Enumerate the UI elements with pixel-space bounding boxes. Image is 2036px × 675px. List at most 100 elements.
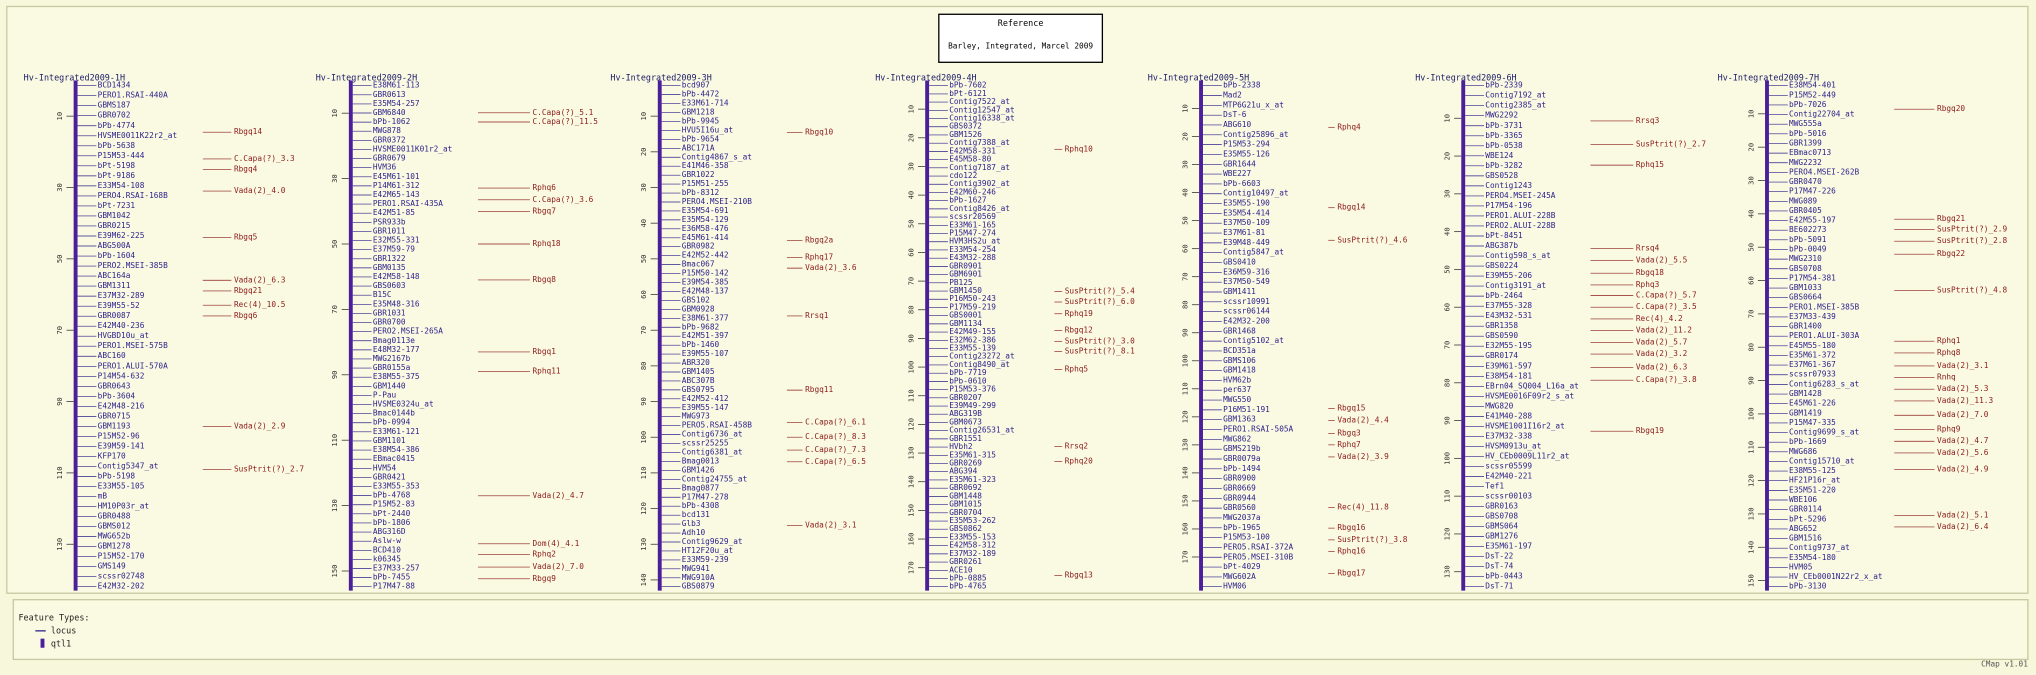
locus-label: E39M49-299	[949, 401, 996, 410]
locus-label: PERO1.MSEI-575B	[98, 341, 168, 350]
axis-tick-label: 70	[1746, 310, 1755, 319]
qtl-label: Rbgq19	[1636, 426, 1664, 435]
axis-tick-label: 50	[639, 255, 648, 264]
locus-label: E35M54-691	[682, 206, 729, 215]
axis-tick-label: 110	[907, 389, 916, 402]
qtl-label: Vada(2)_11.2	[1636, 326, 1692, 335]
locus-label: HVM3HS2u_at	[949, 237, 1000, 246]
locus-label: E38M54-386	[373, 445, 420, 454]
locus-label: GBM0928	[682, 304, 715, 313]
locus-label: GBS102	[682, 295, 710, 304]
locus-label: scssr00103	[1485, 492, 1532, 501]
qtl-label: Rbgq12	[1065, 326, 1093, 335]
locus-label: WBE124	[1485, 151, 1513, 160]
locus-label: DsT-6	[1223, 110, 1247, 119]
locus-label: E42M55-197	[1789, 216, 1836, 225]
axis-tick-label: 30	[639, 183, 648, 192]
axis-tick-label: 20	[907, 134, 916, 143]
locus-label: GBR1551	[949, 434, 982, 443]
locus-label: Contig3902_at	[949, 179, 1010, 188]
locus-label: GBS0603	[373, 281, 406, 290]
map-bar	[657, 80, 662, 591]
qtl-label: Rec(4)_4.2	[1636, 314, 1683, 323]
axis-tick-label: 90	[639, 397, 648, 406]
axis-tick-label: 50	[330, 240, 339, 249]
locus-label: MWG555a	[1789, 119, 1822, 128]
locus-label: E39M62-225	[98, 231, 145, 240]
locus-label: HVSME1001I16r2_at	[1485, 421, 1564, 430]
locus-label: Contig22704_at	[1789, 110, 1854, 119]
map-panel	[6, 5, 2029, 594]
axis-tick-label: 50	[1746, 243, 1755, 252]
locus-label: E37M50-109	[1223, 218, 1270, 227]
locus-label: E35M54-129	[682, 215, 729, 224]
axis-tick-label: 10	[639, 112, 648, 121]
qtl-label: Vada(2)_4.4	[1337, 415, 1389, 424]
locus-label: GBR0700	[373, 318, 406, 327]
locus-label: GBS0879	[682, 582, 715, 591]
locus-label: PERO1.ALUI-570A	[98, 361, 168, 370]
qtl-label: Rphq1	[1937, 336, 1961, 345]
locus-label: GBS0410	[1223, 258, 1256, 267]
axis-tick-label: 150	[907, 504, 916, 517]
locus-label: GBM1278	[98, 542, 131, 551]
axis-tick-label: 110	[1746, 441, 1755, 454]
locus-label: ABC307B	[682, 376, 715, 385]
locus-label: E35M61-372	[1789, 350, 1836, 359]
qtl-label: Rbgq9	[533, 574, 557, 583]
axis-tick-label: 160	[907, 533, 916, 546]
axis-tick-label: 20	[1180, 132, 1189, 141]
axis-tick-label: 130	[907, 447, 916, 460]
locus-label: MTP6G21u_x_at	[1223, 100, 1284, 109]
qtl-label: Vada(2)_4.0	[234, 186, 286, 195]
locus-label: WBE227	[1223, 169, 1251, 178]
locus-label: E38M55-125	[1789, 466, 1836, 475]
locus-label: E43M32-288	[949, 253, 996, 262]
qtl-label: Rbgq10	[805, 128, 833, 137]
locus-label: E35M54-257	[373, 99, 420, 108]
axis-tick-label: 90	[55, 397, 64, 406]
locus-label: B15C	[373, 290, 392, 299]
locus-label: BCD351a	[1223, 346, 1256, 355]
map-title: Hv-Integrated2009-2H	[316, 72, 417, 82]
qtl-label: SusPtrit(?)_8.1	[1065, 346, 1135, 355]
map-bar	[348, 80, 353, 591]
locus-label: BE602273	[1789, 225, 1827, 234]
locus-label: PERO2.ALUI-228B	[1485, 221, 1555, 230]
qtl-label: Rbgq5	[234, 232, 258, 241]
locus-label: GBM1042	[98, 211, 131, 220]
qtl-label: Rphq4	[1337, 122, 1361, 131]
locus-label: E37M59-79	[373, 245, 415, 254]
axis-tick-label: 80	[1443, 378, 1452, 387]
locus-label: E38M61-113	[373, 81, 420, 90]
locus-label: per637	[1223, 385, 1251, 394]
locus-label: E42M58-148	[373, 272, 420, 281]
locus-label: E33M61-165	[949, 220, 996, 229]
locus-label: E33M61-714	[682, 99, 729, 108]
locus-label: ABG500A	[98, 241, 131, 250]
axis-tick-label: 10	[330, 109, 339, 118]
locus-label: bcd907	[682, 81, 710, 90]
axis-tick-label: 70	[639, 326, 648, 335]
locus-label: GBS0708	[1789, 264, 1822, 273]
locus-label: HVM36	[373, 163, 397, 172]
map-title: Hv-Integrated2009-5H	[1148, 72, 1249, 82]
qtl-label: Vada(2)_3.6	[805, 263, 857, 272]
locus-label: GBM1516	[1789, 534, 1822, 543]
locus-label: P15M52-170	[98, 552, 145, 561]
axis-tick-label: 60	[1746, 276, 1755, 285]
axis-tick-label: 40	[639, 219, 648, 228]
locus-label: MWG652b	[98, 532, 131, 541]
axis-tick-label: 20	[1746, 143, 1755, 152]
locus-label: bPb-7455	[373, 573, 411, 582]
locus-label: MWG2232	[1789, 158, 1822, 167]
axis-tick-label: 90	[1443, 416, 1452, 425]
locus-label: E37M55-328	[1485, 301, 1532, 310]
locus-label: GBM1418	[1223, 366, 1256, 375]
locus-label: PB125	[949, 278, 973, 287]
axis-tick-label: 110	[55, 466, 64, 479]
locus-label: PERO5.MSEI-310B	[1223, 552, 1293, 561]
locus-label: HVSME0011K01r2_at	[373, 144, 452, 153]
locus-label: GBR0669	[1223, 483, 1256, 492]
locus-label: bPb-3130	[1789, 582, 1827, 591]
